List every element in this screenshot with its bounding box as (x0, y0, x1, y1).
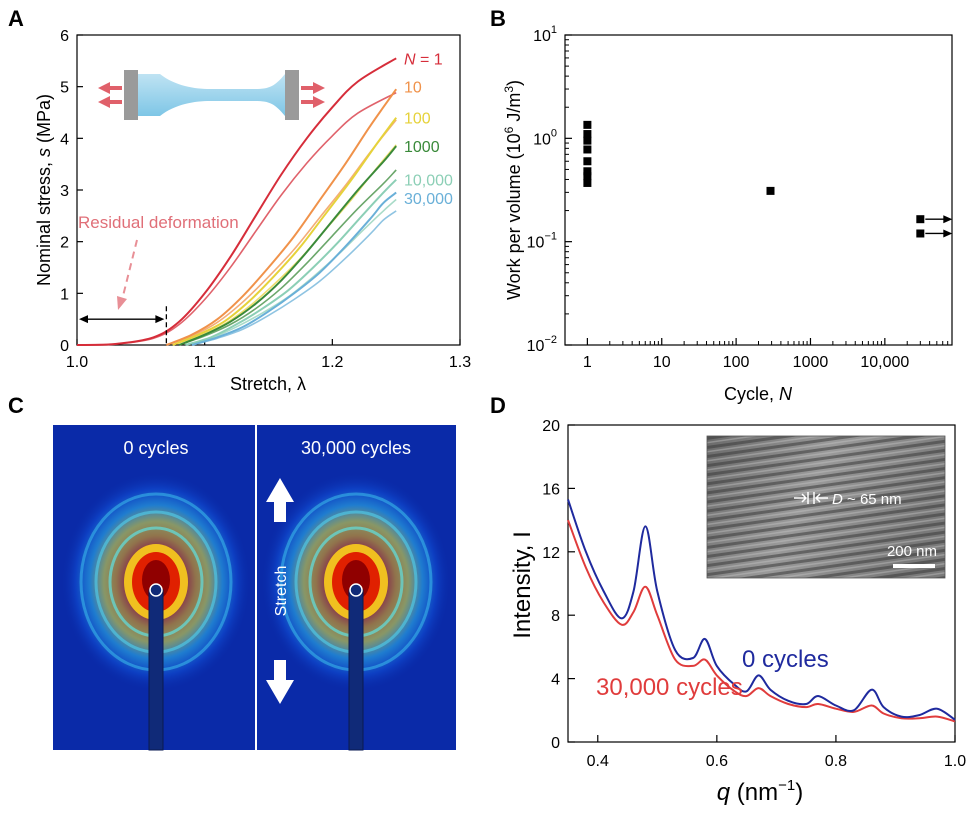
panel-b-point (583, 157, 592, 166)
panel-a-ytick-label: 2 (60, 235, 69, 252)
stretch-up-arrow-icon (266, 478, 294, 522)
panel-b-point (583, 167, 592, 176)
panel-letter-b: B (490, 6, 506, 31)
panel-d-xtick-label: 0.8 (825, 753, 847, 770)
panel-a-xtick-label: 1.1 (194, 354, 216, 371)
panel-a-ytick-label: 1 (60, 286, 69, 303)
panel-d-series-line (567, 519, 956, 723)
panel-a-series-unload-line (178, 169, 397, 346)
panel-d-ytick-label: 8 (551, 608, 560, 625)
panel-a-series-label: N = 1 (404, 51, 443, 68)
panel-b-point (916, 215, 925, 224)
panel-a-series-unload-line (191, 210, 397, 346)
spacing-arrow-left-icon (794, 493, 808, 503)
d-spacing-label: D ~ 65 nm (832, 491, 902, 508)
panel-d-ytick-label: 16 (542, 481, 560, 498)
panel-letter-d: D (490, 393, 506, 418)
panel-a-ytick-label: 5 (60, 80, 69, 97)
panel-a-series-unload-line (166, 119, 397, 346)
panel-b-point (583, 120, 592, 129)
saxs-left-label: 0 cycles (123, 438, 188, 458)
residual-arrow (121, 239, 138, 301)
panel-a-xtick-label: 1.0 (66, 354, 88, 371)
panel-a-series-line (178, 145, 397, 346)
panel-a-series-line (166, 88, 398, 346)
panel-b-point (583, 136, 592, 145)
panel-b-xtick-label: 1000 (793, 354, 829, 371)
panel-a-ylabel: Nominal stress, s (MPa) (34, 94, 54, 286)
tem-inset-image: D ~ 65 nm 200 nm (706, 435, 946, 579)
panel-b-xtick-label: 1 (583, 354, 592, 371)
panel-d-series-line (567, 499, 956, 721)
panel-b-xtick-label: 10,000 (860, 354, 909, 371)
panel-d-ytick-label: 12 (542, 545, 560, 562)
panel-d-xlabel: q (nm−1) (717, 777, 803, 806)
panel-b-point (583, 172, 592, 181)
panel-a-ytick-label: 0 (60, 338, 69, 355)
stretch-direction-label: Stretch (273, 566, 290, 617)
panel-a-series-label: 1000 (404, 139, 440, 156)
panel-d-xtick-label: 0.6 (706, 753, 728, 770)
residual-deformation-label: Residual deformation (78, 213, 239, 232)
panel-a-series-line (172, 117, 398, 346)
panel-b-ytick-label: 10−2 (527, 334, 557, 355)
saxs-pattern-0-cycles (61, 472, 251, 751)
sample-schematic-icon (98, 70, 325, 120)
panel-d-xtick-label: 0.4 (587, 753, 609, 770)
panel-b-point (583, 130, 592, 139)
panel-a-series-label: 30,000 (404, 191, 453, 208)
panel-b-point (766, 186, 775, 195)
panel-b-point (916, 229, 925, 238)
panel-a-ytick-label: 6 (60, 28, 69, 45)
saxs-right-label: 30,000 cycles (301, 438, 411, 458)
panel-d-xtick-label: 1.0 (944, 753, 966, 770)
panel-a-series-unload-line (172, 144, 397, 346)
panel-a-series-unload-line (76, 91, 397, 346)
panel-a-ytick-label: 3 (60, 183, 69, 200)
stretch-down-arrow-icon (266, 660, 294, 704)
panel-a-series-line (185, 178, 397, 346)
panel-d-ytick-label: 4 (551, 672, 560, 689)
panel-letter-a: A (8, 6, 24, 31)
panel-a-series-line (191, 191, 397, 346)
legend-0-cycles: 0 cycles (742, 646, 829, 673)
panel-b-point (583, 145, 592, 154)
panel-a-ytick-label: 4 (60, 131, 69, 148)
panel-a-series-label: 10,000 (404, 173, 453, 190)
scalebar-label: 200 nm (887, 543, 937, 560)
panel-b-xtick-label: 10 (653, 354, 671, 371)
legend-30000-cycles: 30,000 cycles (596, 674, 743, 701)
residual-span-marker (79, 306, 168, 345)
panel-a-series-label: 10 (404, 80, 422, 97)
panel-b-frame (564, 34, 953, 346)
panel-d-ylabel: Intensity, I (509, 531, 536, 639)
panel-a-chart: 1.0 1.1 1.2 1.3 0 1 2 3 4 5 6 N = 1 10 100 1000 10,000… (34, 28, 471, 394)
panel-b-point (583, 178, 592, 187)
residual-arrow-head-icon (117, 296, 127, 310)
panel-b-xtick-label: 100 (723, 354, 750, 371)
spacing-arrow-right-icon (814, 493, 828, 503)
panel-a-xtick-label: 1.3 (449, 354, 471, 371)
panel-d-ytick-label: 20 (542, 418, 560, 435)
panel-c-saxs-images: 0 cycles 30,000 cycles Stretch (53, 425, 456, 751)
panel-d-ytick-label: 0 (551, 735, 560, 752)
panel-b-ytick-label: 10−1 (527, 231, 557, 252)
panel-a-xlabel: Stretch, λ (230, 374, 306, 394)
panel-a-series-label: 100 (404, 111, 431, 128)
scalebar (893, 564, 935, 568)
panel-a-xtick-label: 1.2 (321, 354, 343, 371)
panel-d-chart: D ~ 65 nm 200 nm 0.4 0.6 0.8 1.0 0 4 8 12 16 20 0… (509, 418, 966, 806)
panel-d-frame (567, 424, 956, 743)
panel-b-ytick-label: 100 (533, 127, 557, 148)
panel-b-xlabel: Cycle, N (724, 384, 793, 404)
saxs-pattern-30000-cycles (261, 472, 451, 751)
panel-letter-c: C (8, 393, 24, 418)
panel-b-ylabel: Work per volume (106 J/m3) (502, 80, 524, 300)
panel-b-ytick-label: 101 (533, 24, 557, 45)
